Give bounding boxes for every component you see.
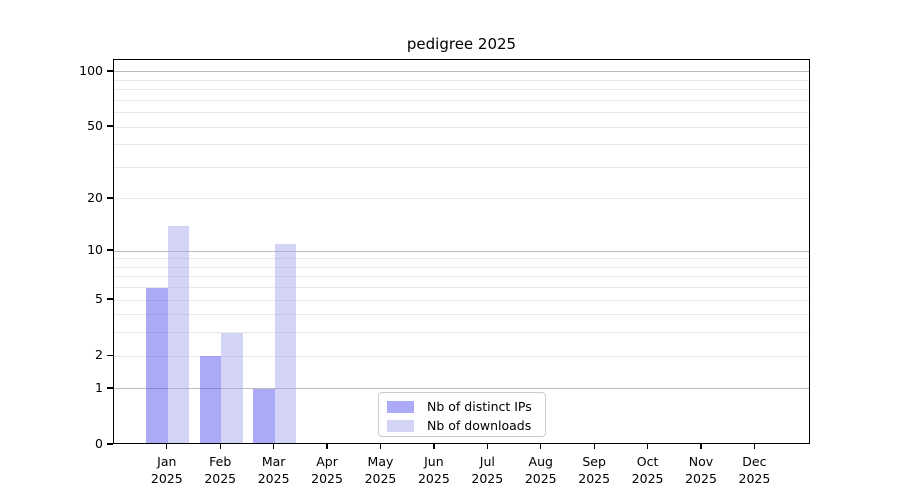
x-tick-label-month: Oct <box>636 454 659 469</box>
x-tick-label-month: Aug <box>528 454 553 469</box>
gridline-minor <box>114 258 809 260</box>
x-tick-mark <box>540 444 542 449</box>
x-tick-label-year: 2025 <box>738 470 771 486</box>
legend-swatch-downloads <box>387 419 414 432</box>
x-tick-mark <box>166 444 168 449</box>
y-tick-label: 2 <box>95 347 103 363</box>
x-tick-label: Mar 2025 <box>246 454 302 487</box>
gridline-minor <box>114 79 809 81</box>
x-tick-mark <box>379 444 382 449</box>
gridline-minor <box>114 314 809 316</box>
x-tick-label-month: Mar <box>261 454 286 469</box>
bar-feb-downloads <box>221 332 243 444</box>
bar-jan-downloads <box>167 226 190 444</box>
y-tick-mark <box>107 298 113 300</box>
gridline-minor <box>114 198 809 200</box>
gridline-minor <box>114 332 809 334</box>
gridline-minor <box>114 99 809 101</box>
gridline-major <box>114 71 809 73</box>
gridline-minor <box>114 355 809 357</box>
x-tick-label-month: Nov <box>688 454 714 469</box>
plot-area <box>113 59 810 444</box>
gridline-minor <box>114 266 809 268</box>
bar-mar-downloads <box>274 244 297 444</box>
gridline-minor <box>114 166 809 168</box>
x-tick-label-year: 2025 <box>631 470 664 486</box>
bar-jan-distinct-ips <box>146 287 168 444</box>
x-tick-label-month: Apr <box>316 454 338 469</box>
chart-title: pedigree 2025 <box>406 35 517 53</box>
x-tick-label-month: Sep <box>582 454 606 469</box>
gridline-minor <box>114 126 809 128</box>
legend-label-downloads: Nb of downloads <box>427 418 532 433</box>
y-tick-mark <box>107 70 113 72</box>
x-tick-mark <box>753 444 756 449</box>
x-tick-mark <box>433 444 435 449</box>
x-tick-label-month: Jan <box>157 454 177 469</box>
gridline-minor <box>114 287 809 289</box>
bar-feb-distinct-ips <box>199 356 222 444</box>
x-tick-label-year: 2025 <box>685 470 717 486</box>
legend-entry-downloads: Nb of downloads <box>379 416 545 435</box>
gridline-minor <box>114 144 809 146</box>
gridline-major <box>114 388 809 390</box>
x-tick-mark <box>646 444 649 449</box>
x-tick-mark <box>700 444 702 449</box>
x-tick-label-month: May <box>367 454 394 469</box>
x-tick-label-year: 2025 <box>311 470 343 486</box>
y-tick-label: 20 <box>87 189 103 205</box>
x-tick-label-year: 2025 <box>150 470 183 486</box>
legend-label-distinct-ips: Nb of distinct IPs <box>427 399 532 414</box>
x-tick-mark <box>593 444 595 449</box>
gridline-minor <box>114 112 809 114</box>
x-tick-label-year: 2025 <box>257 470 290 486</box>
x-tick-label-month: Jun <box>424 454 444 469</box>
x-tick-label-year: 2025 <box>204 470 237 486</box>
gridline-minor <box>114 89 809 91</box>
x-tick-label: Jun 2025 <box>406 454 462 487</box>
x-tick-label: Nov 2025 <box>673 454 729 487</box>
legend-swatch-distinct-ips <box>387 400 414 413</box>
y-tick-label: 0 <box>95 436 103 451</box>
y-tick-label: 100 <box>79 62 103 78</box>
x-tick-mark <box>486 444 488 449</box>
y-tick-mark <box>107 354 113 356</box>
y-tick-label: 5 <box>95 291 103 307</box>
x-tick-label-year: 2025 <box>417 470 450 486</box>
x-tick-label-month: Feb <box>209 454 232 469</box>
x-tick-label: Jan 2025 <box>139 454 195 487</box>
gridline-major <box>114 250 809 252</box>
x-tick-label-month: Jul <box>479 454 495 469</box>
x-tick-label-year: 2025 <box>364 470 397 486</box>
y-tick-label: 50 <box>87 118 103 134</box>
x-tick-label: Sep 2025 <box>566 454 622 487</box>
gridline-minor <box>114 299 809 301</box>
x-tick-label: Dec 2025 <box>726 454 782 487</box>
y-tick-mark <box>107 249 113 251</box>
x-tick-label: Apr 2025 <box>299 454 355 487</box>
bar-mar-distinct-ips <box>253 388 275 444</box>
x-tick-mark <box>272 444 275 449</box>
y-tick-mark <box>107 387 113 389</box>
y-tick-mark <box>107 125 113 127</box>
x-tick-label: Jul 2025 <box>459 454 515 487</box>
x-tick-mark <box>219 444 221 449</box>
gridline-minor <box>114 276 809 278</box>
x-tick-label: Aug 2025 <box>513 454 569 487</box>
legend-entry-distinct-ips: Nb of distinct IPs <box>379 397 545 416</box>
x-tick-mark <box>326 444 328 449</box>
x-tick-label-year: 2025 <box>578 470 611 486</box>
y-tick-label: 1 <box>95 379 103 395</box>
x-tick-label-year: 2025 <box>471 470 504 486</box>
x-tick-label: Feb 2025 <box>192 454 248 487</box>
x-tick-label-year: 2025 <box>524 470 557 486</box>
x-tick-label: Oct 2025 <box>620 454 676 487</box>
x-tick-label-month: Dec <box>742 454 767 469</box>
y-tick-label: 10 <box>87 242 103 258</box>
x-tick-label: May 2025 <box>352 454 408 487</box>
y-tick-mark <box>107 197 113 199</box>
legend: Nb of distinct IPs Nb of downloads <box>378 392 546 437</box>
y-tick-mark <box>107 443 113 445</box>
